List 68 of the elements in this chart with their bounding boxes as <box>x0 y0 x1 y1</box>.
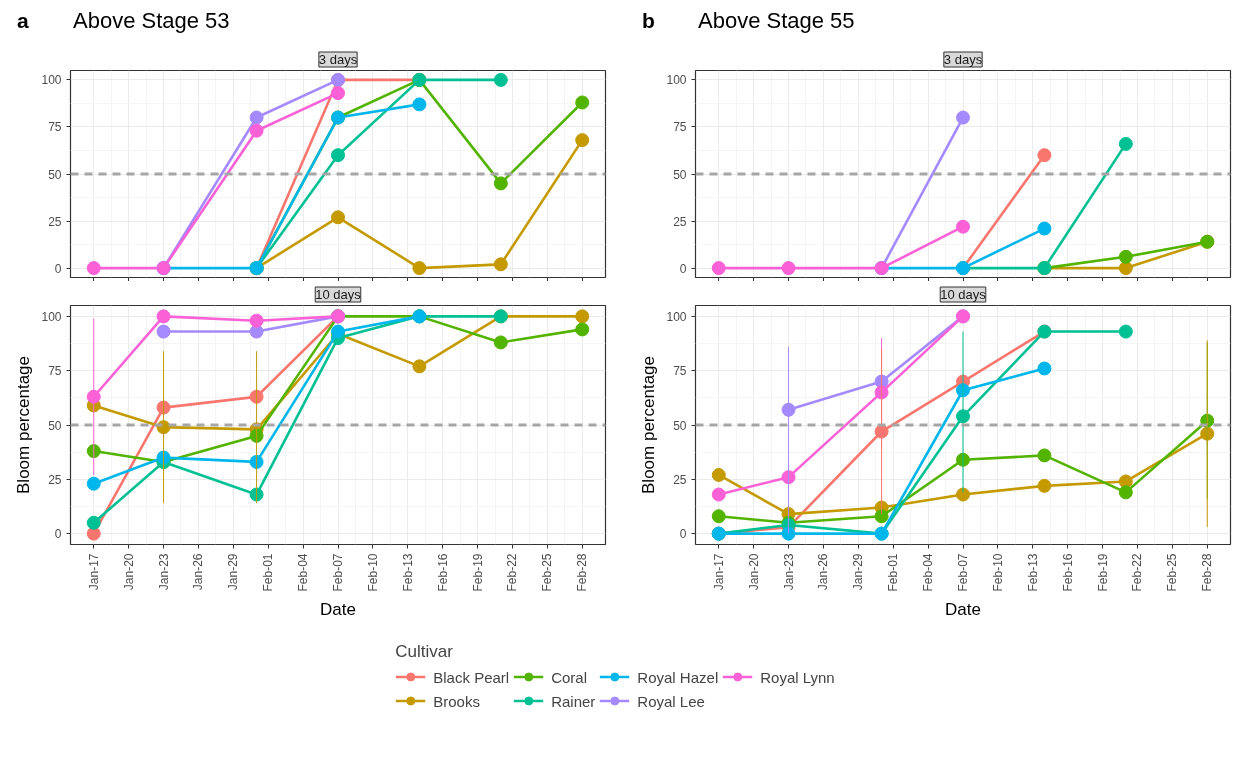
x-tick-label: Feb-01 <box>261 553 276 592</box>
y-tick-label: 75 <box>48 120 62 135</box>
x-tick-label: Feb-01 <box>886 553 901 592</box>
legend-title: Cultivar <box>395 641 454 662</box>
x-tick-label: Jan-26 <box>816 553 831 591</box>
chart-subtitle: 3 days <box>318 52 358 67</box>
text: a <box>16 8 30 34</box>
x-tick-label: Feb-19 <box>1095 553 1110 592</box>
y-axis-title: Bloom percentage <box>639 356 659 494</box>
y-tick-label: 0 <box>54 261 62 276</box>
y-tick-label: 100 <box>666 309 687 324</box>
y-tick-label: 100 <box>41 309 62 324</box>
x-axis-title: Date <box>320 599 356 619</box>
x-tick-label: Feb-22 <box>1130 553 1145 592</box>
y-axis-title: Bloom percentage <box>14 356 34 494</box>
x-tick-label: Feb-07 <box>956 553 970 592</box>
x-tick-label: Feb-25 <box>1165 553 1180 592</box>
x-tick-label: Feb-16 <box>1060 553 1075 592</box>
text: b <box>641 8 656 34</box>
legend-label: Royal Lynn <box>760 668 835 685</box>
y-tick-label: 25 <box>673 214 687 229</box>
y-tick-label: 0 <box>679 261 687 276</box>
x-tick-label: Feb-13 <box>1025 553 1040 592</box>
legend-label: Rainer <box>551 692 596 709</box>
y-tick-label: 25 <box>48 472 62 487</box>
legend-label: Royal Lee <box>637 692 705 709</box>
x-tick-label: Jan-17 <box>86 553 101 591</box>
x-tick-label: Jan-29 <box>226 553 241 591</box>
x-tick-label: Jan-20 <box>746 553 761 591</box>
y-tick-label: 50 <box>48 167 62 182</box>
chart-title: Above Stage 53 <box>73 8 230 33</box>
x-tick-label: Jan-20 <box>121 553 136 591</box>
x-tick-label: Feb-04 <box>921 553 936 592</box>
x-tick-label: Feb-19 <box>470 553 485 592</box>
y-tick-label: 75 <box>673 120 687 135</box>
legend-label: Coral <box>551 668 588 685</box>
y-tick-label: 0 <box>679 527 687 542</box>
y-tick-label: 75 <box>48 364 62 379</box>
chart-title: Above Stage 55 <box>698 8 855 33</box>
y-tick-label: 100 <box>41 73 62 88</box>
x-tick-label: Feb-22 <box>505 553 520 592</box>
x-tick-label: Jan-23 <box>156 553 171 591</box>
x-tick-label: Jan-29 <box>851 553 866 591</box>
y-tick-label: 25 <box>48 214 62 229</box>
x-tick-label: Feb-07 <box>331 553 345 592</box>
legend-label: Royal Hazel <box>637 668 719 685</box>
x-tick-label: Jan-26 <box>191 553 206 591</box>
y-tick-label: 25 <box>673 472 687 487</box>
legend-label: Black Pearl <box>433 668 510 685</box>
y-tick-label: 75 <box>673 364 687 379</box>
x-tick-label: Feb-28 <box>575 553 590 592</box>
chart-subtitle: 3 days <box>943 52 983 67</box>
y-tick-label: 50 <box>48 418 62 433</box>
y-tick-label: 50 <box>673 418 687 433</box>
x-tick-label: Jan-17 <box>711 553 726 591</box>
y-tick-label: 0 <box>54 527 62 542</box>
x-tick-label: Feb-16 <box>435 553 450 592</box>
x-tick-label: Feb-04 <box>296 553 311 592</box>
y-tick-label: 100 <box>666 73 687 88</box>
x-tick-label: Jan-23 <box>781 553 796 591</box>
x-tick-label: Feb-10 <box>990 553 1005 592</box>
x-tick-label: Feb-25 <box>540 553 555 592</box>
x-axis-title: Date <box>945 599 981 619</box>
x-tick-label: Feb-13 <box>400 553 415 592</box>
x-tick-label: Feb-28 <box>1200 553 1215 592</box>
legend-label: Brooks <box>433 692 480 709</box>
x-tick-label: Feb-10 <box>365 553 380 592</box>
y-tick-label: 50 <box>673 167 687 182</box>
